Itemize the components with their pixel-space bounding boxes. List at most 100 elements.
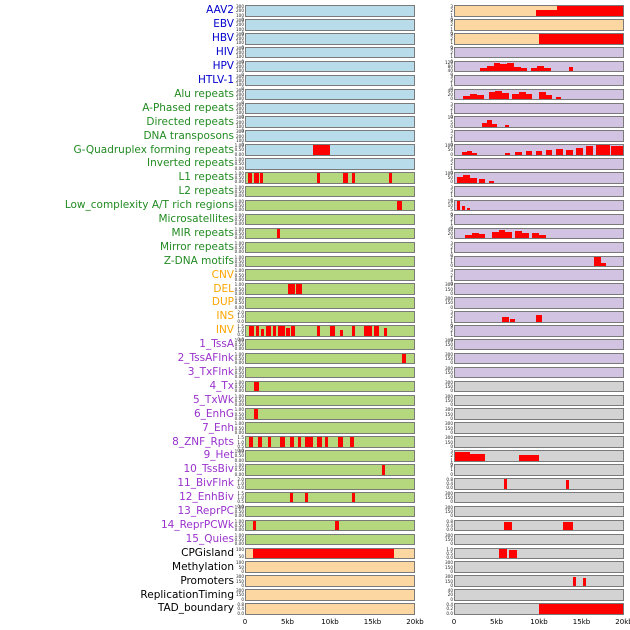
y-tick-label: 150 — [445, 564, 453, 570]
y-tick-label: 1.00 — [234, 504, 244, 510]
x-axes: 0 5kb 10kb 15kb 20kb 0 5kb 10kb 15kb 20kb — [0, 617, 630, 630]
track-plot-left — [245, 130, 415, 142]
y-tick-label: 1 — [450, 109, 453, 115]
signal-bar — [518, 92, 526, 100]
y-tick-label: 300 — [445, 379, 453, 385]
y-tick-label: 1.00 — [234, 351, 244, 357]
track-plot-right — [454, 491, 624, 504]
yticks-left: 1.5 1.0 0.5 0.0 — [234, 491, 245, 508]
track-row: ReplicationTiming 300 150 0 40 20 0 — [0, 588, 630, 602]
signal-bar — [510, 318, 516, 322]
y-tick-label: 0 — [450, 374, 453, 380]
y-tick-label: 300 — [236, 588, 244, 594]
signal-bar — [316, 326, 320, 336]
signal-bar — [565, 149, 573, 155]
yticks-left: 300 200 100 0 — [234, 115, 245, 133]
track-plot-left — [245, 172, 415, 184]
y-tick-label: 1.00 — [234, 254, 244, 260]
y-tick-label: 0 — [450, 235, 453, 241]
signal-bar — [562, 522, 573, 531]
signal-bar — [539, 234, 546, 239]
track-plot-right — [454, 464, 624, 476]
y-tick-label: 0.0 — [237, 610, 244, 616]
yticks-left: 1.5 1.0 0.5 0.0 — [234, 436, 245, 453]
track-plot-left — [245, 464, 415, 476]
track-row: 1_TssA 1.00 0.50 0.00 300 150 0 — [0, 338, 630, 352]
track-row: 11_BivFlnk 2.0 1.0 0.0 0.8 0.4 0.0 — [0, 477, 630, 491]
x-tick-label: 15kb — [363, 617, 382, 626]
y-tick-label: 0.50 — [234, 189, 244, 195]
y-tick-label: 2 — [450, 272, 453, 278]
track-label: G-Quadruplex forming repeats — [73, 143, 234, 156]
track-label: HTLV-1 — [197, 73, 234, 86]
y-tick-label: 0.00 — [234, 513, 244, 519]
yticks-left: 100 50 — [234, 547, 245, 560]
signal-bar — [498, 230, 506, 239]
track-row: TAD_boundary 0.8 0.4 0.0 0.4 0.2 0.0 — [0, 602, 630, 616]
x-axis-right: 0 5kb 10kb 15kb 20kb — [452, 617, 630, 630]
y-tick-label: 2 — [450, 314, 453, 320]
signal-bar — [512, 94, 519, 100]
yticks-left: 2.0 1.0 0.0 — [234, 477, 245, 490]
signal-bar — [532, 232, 539, 239]
track-plot-right — [454, 5, 624, 17]
track-plot-right — [454, 297, 624, 309]
y-tick-label: 300 — [445, 574, 453, 580]
y-tick-label: 0.50 — [234, 509, 244, 515]
y-tick-label: 0.00 — [234, 374, 244, 380]
track-plot-right — [454, 199, 624, 212]
y-tick-label: 40 — [447, 68, 453, 74]
x-tick-label: 10kb — [530, 617, 548, 626]
signal-bar — [253, 173, 259, 183]
track-label: Z-DNA motifs — [163, 254, 234, 267]
y-tick-label: 300 — [236, 115, 244, 121]
y-tick-label: 300 — [236, 574, 244, 580]
signal-bar — [277, 326, 285, 336]
yticks-left: 300 150 0 — [234, 574, 245, 588]
signal-bar — [537, 66, 545, 72]
y-tick-label: 0.50 — [234, 356, 244, 362]
y-tick-label: 1 — [450, 332, 453, 338]
y-tick-label: 2 — [450, 22, 453, 28]
track-plot-right — [454, 575, 624, 587]
y-tick-label: 100 — [236, 40, 244, 46]
track-plot-right — [454, 422, 624, 434]
signal-bar — [373, 326, 379, 336]
signal-bar — [286, 327, 290, 336]
yticks-right: 300 150 0 — [443, 422, 454, 435]
signal-bar — [455, 452, 471, 461]
track-plot-right — [454, 60, 624, 73]
track-plot-left — [245, 338, 415, 351]
y-tick-label: 0.00 — [234, 527, 244, 533]
y-tick-label: 3 — [450, 268, 453, 274]
signal-bar — [397, 200, 403, 211]
y-tick-label: 0.0 — [446, 485, 453, 491]
y-tick-label: 150 — [445, 425, 453, 431]
signal-bar — [480, 68, 487, 72]
signal-bar — [481, 122, 487, 127]
y-tick-label: 200 — [236, 119, 244, 125]
track-label: AAV2 — [206, 4, 234, 17]
y-tick-label: 1.5 — [237, 324, 244, 330]
y-tick-label: 100 — [236, 82, 244, 88]
signal-bar — [363, 326, 372, 336]
y-tick-label: 1.00 — [234, 143, 244, 149]
track-label: Directed repeats — [146, 115, 234, 128]
y-tick-label: 0 — [450, 96, 453, 102]
y-tick-label: 1.0 — [237, 314, 244, 320]
track-plot-right — [454, 311, 624, 323]
yticks-left: 1.00 0.50 0.00 — [234, 366, 245, 380]
y-tick-label: 3 — [450, 4, 453, 10]
y-tick-label: 200 — [236, 22, 244, 28]
track-plot-left — [245, 213, 415, 226]
y-tick-label: 3 — [450, 45, 453, 51]
signal-bar — [383, 327, 388, 336]
yticks-left: 1.00 0.50 0.00 — [234, 533, 245, 546]
y-tick-label: 150 — [445, 369, 453, 375]
yticks-left: 300 200 100 0 — [234, 88, 245, 105]
signal-bar — [461, 205, 466, 211]
